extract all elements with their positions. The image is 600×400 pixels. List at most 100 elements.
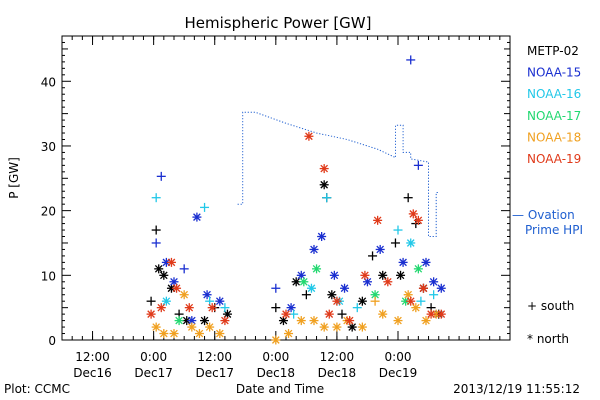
y-tick-label: 30 — [41, 140, 56, 154]
data-point — [146, 309, 156, 319]
data-point — [426, 309, 436, 319]
data-point — [319, 164, 329, 174]
data-point — [192, 212, 202, 222]
ovation-curve — [237, 111, 439, 237]
legend-symbol-south: + south — [527, 299, 574, 313]
series-noaa-16 — [151, 193, 439, 319]
data-point — [393, 316, 403, 326]
data-point — [220, 316, 230, 326]
data-point — [406, 55, 416, 65]
data-point — [436, 309, 446, 319]
footer-plot-credit: Plot: CCMC — [4, 382, 70, 396]
data-point — [215, 296, 225, 306]
data-point — [299, 277, 309, 287]
data-point — [383, 277, 393, 287]
data-point — [340, 283, 350, 293]
data-point — [411, 303, 421, 313]
legend-entry: NOAA-18 — [527, 130, 581, 144]
data-point — [378, 270, 388, 280]
data-point — [179, 290, 189, 300]
data-point — [205, 296, 215, 306]
data-point — [413, 160, 423, 170]
data-point — [151, 238, 161, 248]
data-point — [169, 277, 179, 287]
data-point — [396, 270, 406, 280]
y-axis-label: P [GW] — [7, 157, 21, 199]
legend-entry: METP-02 — [527, 44, 579, 58]
x-tick-label-date: Dec18 — [257, 366, 296, 380]
data-point — [429, 277, 439, 287]
data-point — [345, 316, 355, 326]
data-point — [179, 264, 189, 274]
data-point — [416, 296, 426, 306]
x-tick-label-time: 12:00 — [320, 350, 355, 364]
data-point — [161, 296, 171, 306]
data-point — [200, 202, 210, 212]
data-point — [378, 309, 388, 319]
x-axis-label: Date and Time — [236, 382, 324, 396]
data-point — [413, 215, 423, 225]
data-point — [352, 303, 362, 313]
data-point — [200, 316, 210, 326]
data-point — [289, 309, 299, 319]
chart-title: Hemispheric Power [GW] — [185, 14, 372, 32]
data-point — [304, 131, 314, 141]
ovation-line — [237, 111, 439, 237]
footer-timestamp: 2013/12/19 11:55:12 — [453, 382, 580, 396]
data-point — [390, 238, 400, 248]
plot-frame — [61, 35, 511, 341]
data-point — [271, 303, 281, 313]
data-point — [375, 244, 385, 254]
data-point — [319, 180, 329, 190]
data-point — [281, 309, 291, 319]
data-point — [429, 290, 439, 300]
data-point — [159, 329, 169, 339]
data-point — [301, 290, 311, 300]
data-point — [184, 303, 194, 313]
data-point — [159, 270, 169, 280]
data-point — [329, 270, 339, 280]
data-point — [215, 329, 225, 339]
x-tick-label-date: Dec17 — [134, 366, 173, 380]
data-point — [317, 232, 327, 242]
x-tick-label-time: 0:00 — [262, 350, 289, 364]
data-point — [284, 329, 294, 339]
data-point — [398, 257, 408, 267]
data-point — [319, 322, 329, 332]
data-point — [312, 264, 322, 274]
data-point — [271, 283, 281, 293]
data-point — [156, 171, 166, 181]
series-noaa-15 — [151, 55, 446, 326]
data-point — [357, 296, 367, 306]
data-point — [205, 322, 215, 332]
data-marks — [146, 55, 446, 345]
data-point — [207, 303, 217, 313]
data-point — [309, 316, 319, 326]
data-point — [332, 322, 342, 332]
x-tick-label-time: 12:00 — [197, 350, 232, 364]
legend: METP-02 NOAA-15 NOAA-16 NOAA-17 NOAA-18 NOAA-… — [512, 44, 583, 346]
data-point — [146, 296, 156, 306]
legend-ovation-line2: Prime HPI — [525, 223, 583, 237]
data-point — [373, 215, 383, 225]
plot-axes: 12:00 Dec16 0:00 Dec17 12:00 Dec17 0:00 Dec18 12… — [41, 35, 511, 380]
data-point — [413, 264, 423, 274]
data-point — [421, 257, 431, 267]
data-point — [309, 244, 319, 254]
legend-entry: NOAA-16 — [527, 87, 581, 101]
data-point — [327, 290, 337, 300]
x-tick-label-date: Dec17 — [195, 366, 234, 380]
y-tick-label: 40 — [41, 75, 56, 89]
legend-entry: NOAA-19 — [527, 152, 581, 166]
data-point — [306, 283, 316, 293]
legend-entry: NOAA-17 — [527, 109, 581, 123]
x-tick-label-date: Dec18 — [318, 366, 357, 380]
y-tick-label: 10 — [41, 269, 56, 283]
x-tick-label-date: Dec16 — [73, 366, 112, 380]
data-point — [151, 193, 161, 203]
data-point — [370, 296, 380, 306]
data-point — [324, 309, 334, 319]
data-point — [436, 283, 446, 293]
data-point — [406, 238, 416, 248]
